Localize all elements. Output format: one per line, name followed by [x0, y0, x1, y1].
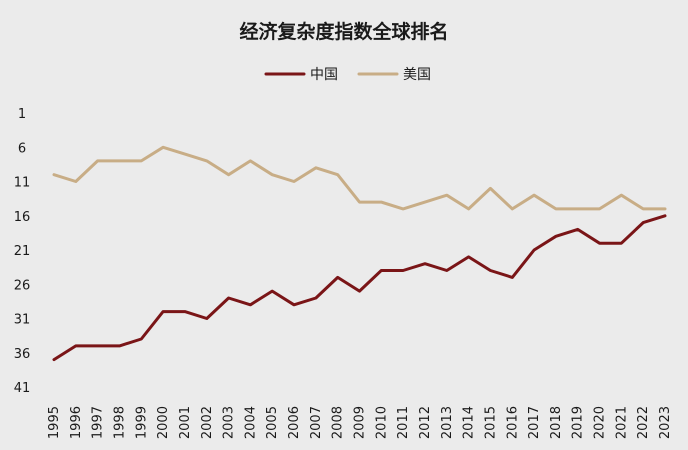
legend: 中国 美国 — [264, 67, 431, 83]
y-tick-label: 26 — [14, 278, 31, 293]
series-line-1 — [52, 145, 667, 211]
x-tick-label: 2006 — [287, 406, 302, 439]
x-tick-label: 2019 — [571, 406, 586, 439]
x-tick-label: 2004 — [243, 406, 258, 439]
x-tick-label: 2001 — [178, 406, 193, 439]
y-tick-label: 16 — [14, 210, 31, 225]
y-tick-label: 11 — [14, 176, 31, 191]
y-tick-label: 21 — [14, 244, 31, 259]
x-tick-label: 1996 — [69, 406, 84, 439]
x-tick-label: 2011 — [396, 406, 411, 439]
x-tick-label: 2007 — [309, 406, 324, 439]
x-tick-label: 2008 — [331, 406, 346, 439]
x-tick-label: 2023 — [658, 406, 673, 439]
x-tick-label: 2020 — [593, 406, 608, 439]
series-line-0 — [52, 214, 667, 362]
x-tick-label: 2015 — [483, 406, 498, 439]
legend-label: 美国 — [403, 67, 431, 83]
x-tick-label: 2010 — [374, 406, 389, 439]
x-tick-label: 1997 — [91, 406, 106, 439]
x-axis-ticks: 1995 1996 1997 1998 1999 2000 2001 2002 2003 2004… — [47, 406, 673, 439]
x-tick-label: 1995 — [47, 406, 62, 439]
x-tick-label: 2016 — [505, 406, 520, 439]
x-tick-label: 2009 — [353, 406, 368, 439]
y-tick-label: 6 — [18, 141, 26, 156]
legend-label: 中国 — [310, 67, 338, 83]
x-tick-label: 2021 — [614, 406, 629, 439]
y-tick-label: 31 — [14, 313, 31, 328]
x-tick-label: 2012 — [418, 406, 433, 439]
y-tick-label: 1 — [18, 107, 26, 122]
x-tick-label: 2002 — [200, 406, 215, 439]
chart-title: 经济复杂度指数全球排名 — [239, 20, 448, 43]
x-tick-label: 2018 — [549, 406, 564, 439]
series-layer — [52, 145, 667, 362]
y-tick-label: 41 — [14, 381, 31, 396]
x-tick-label: 2005 — [265, 406, 280, 439]
x-tick-label: 2000 — [156, 406, 171, 439]
x-tick-label: 2003 — [222, 406, 237, 439]
x-tick-label: 1998 — [112, 406, 127, 439]
x-tick-label: 2017 — [527, 406, 542, 439]
x-tick-label: 1999 — [134, 406, 149, 439]
x-tick-label: 2022 — [636, 406, 651, 439]
x-tick-label: 2013 — [440, 406, 455, 439]
y-tick-label: 36 — [14, 347, 31, 362]
x-tick-label: 2014 — [462, 406, 477, 439]
